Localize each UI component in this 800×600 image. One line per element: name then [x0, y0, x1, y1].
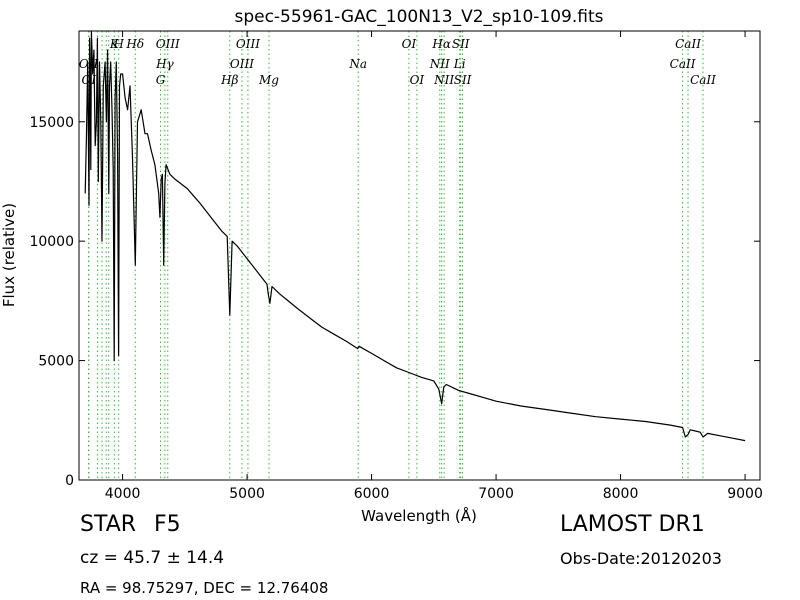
- x-tick-label-9000: 9000: [727, 486, 763, 502]
- y-tick-label-15000: 15000: [29, 115, 74, 131]
- line-label-6583: NII: [433, 73, 454, 87]
- line-label-6708: Li: [453, 57, 466, 71]
- line-label-3727: OII: [79, 57, 99, 71]
- x-tick-label-7000: 7000: [478, 486, 514, 502]
- line-label-5007: OIII: [236, 37, 260, 51]
- line-label-5176: Mg: [258, 73, 279, 87]
- line-label-5893: Na: [348, 57, 367, 71]
- line-label-3969: H: [112, 37, 124, 51]
- y-tick-label-5000: 5000: [38, 354, 74, 370]
- line-label-6563: Hα: [431, 37, 451, 51]
- line-label-4959: OIII: [230, 57, 254, 71]
- chart-title: spec-55961-GAC_100N13_V2_sp10-109.fits: [234, 7, 603, 27]
- line-label-4861: Hβ: [220, 73, 238, 87]
- x-tick-label-6000: 6000: [354, 486, 390, 502]
- survey-name: LAMOST DR1: [560, 512, 705, 537]
- flux-series-line: [84, 30, 746, 442]
- ra-dec-coordinates: RA = 98.75297, DEC = 12.76408: [80, 579, 329, 597]
- line-label-6364: OI: [410, 73, 425, 87]
- line-label-6731: SII: [454, 73, 472, 87]
- line-label-8662: CaII: [690, 73, 716, 87]
- axis-ticks: 4000 5000 6000 7000 8000 9000 0 5000 10000 15000: [29, 31, 763, 502]
- line-label-3934: K: [109, 37, 120, 51]
- line-label-8498: CaII: [670, 57, 696, 71]
- observation-date: Obs-Date:20120203: [560, 549, 722, 568]
- object-classification: STAR F5: [80, 512, 181, 537]
- line-label-4363: OIII: [156, 37, 180, 51]
- line-label-4340: Hγ: [155, 57, 174, 71]
- spectral-line-markers: [88, 31, 704, 480]
- line-label-6548: NII: [429, 57, 450, 71]
- y-tick-label-0: 0: [65, 473, 74, 489]
- line-label-6716: SII: [452, 37, 470, 51]
- cz-value: cz = 45.7 ± 14.4: [80, 548, 225, 568]
- line-label-4102: Hδ: [125, 37, 144, 51]
- x-axis-label: Wavelength (Å): [361, 506, 477, 525]
- plot-frame: [78, 30, 761, 481]
- object-subclass: F5: [154, 512, 181, 537]
- x-tick-label-4000: 4000: [105, 486, 141, 502]
- line-label-4305: G: [156, 73, 166, 87]
- x-tick-label-8000: 8000: [603, 486, 639, 502]
- x-tick-label-5000: 5000: [229, 486, 265, 502]
- object-class: STAR: [80, 512, 137, 537]
- line-label-8542: CaII: [675, 37, 701, 51]
- line-label-6300: OI: [402, 37, 417, 51]
- y-tick-label-10000: 10000: [29, 234, 74, 250]
- y-axis-label: Flux (relative): [0, 203, 18, 307]
